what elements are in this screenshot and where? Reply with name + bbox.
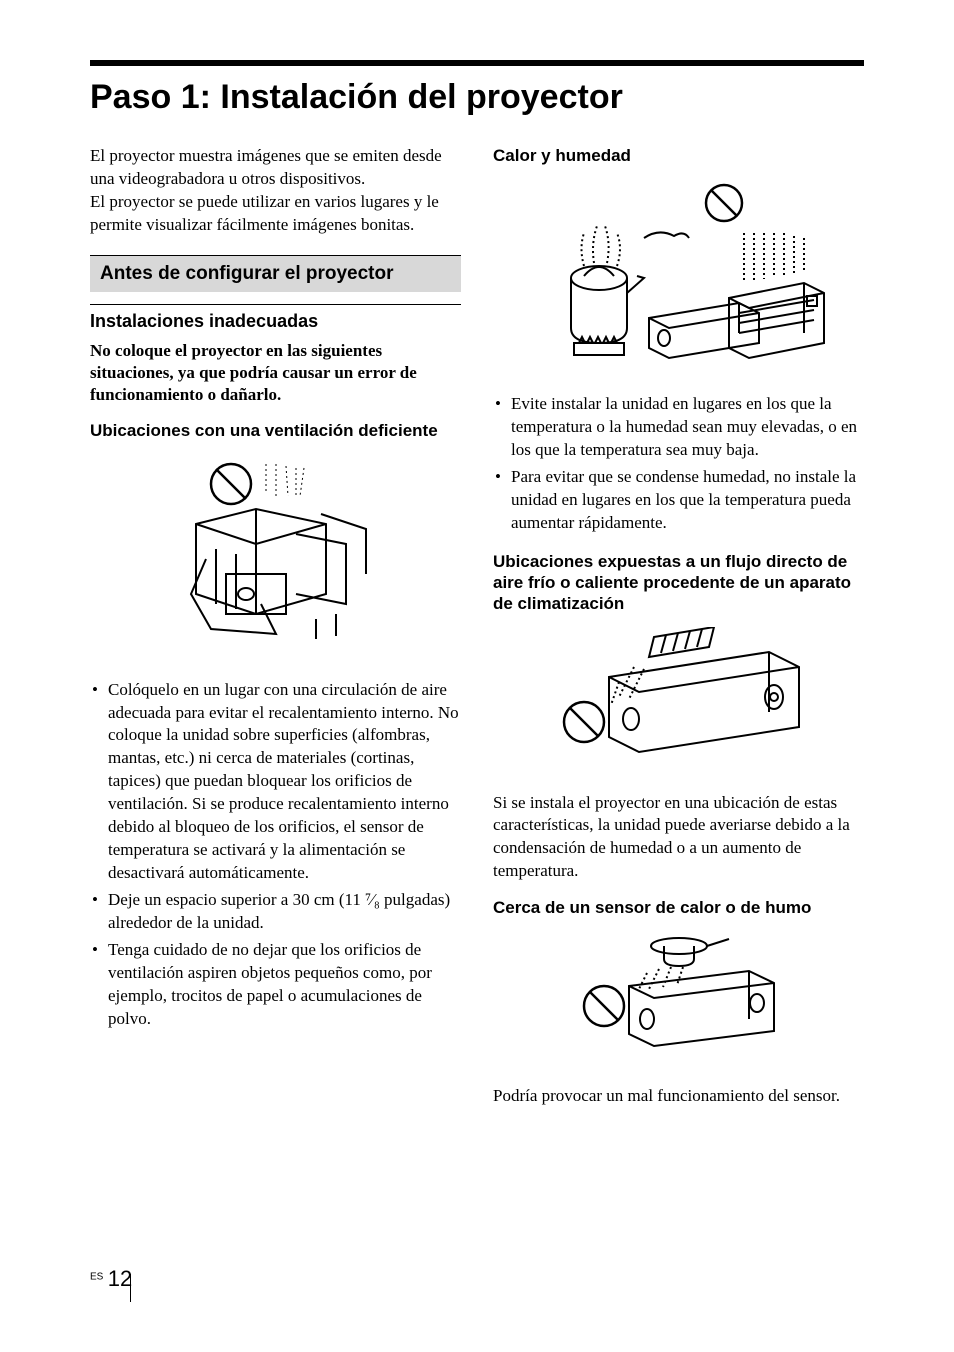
sensor-heading: Cerca de un sensor de calor o de humo <box>493 897 864 918</box>
ventilation-illustration <box>90 454 461 661</box>
left-column: El proyector muestra imágenes que se emi… <box>90 145 461 1122</box>
sensor-paragraph: Podría provocar un mal funcionamiento de… <box>493 1085 864 1108</box>
intro-text: El proyector muestra imágenes que se emi… <box>90 145 461 237</box>
heat-illustration <box>493 178 864 375</box>
list-item: Para evitar que se condense humedad, no … <box>493 466 864 535</box>
ventilation-bullet-list: Colóquelo en un lugar con una circulació… <box>90 679 461 1031</box>
airflow-heading: Ubicaciones expuestas a un flujo directo… <box>493 551 864 615</box>
list-item: Evite instalar la unidad en lugares en l… <box>493 393 864 462</box>
list-item: Deje un espacio superior a 30 cm (11 ⁷⁄₈… <box>90 889 461 935</box>
heat-heading: Calor y humedad <box>493 145 864 166</box>
subheading-installations: Instalaciones inadecuadas <box>90 311 461 333</box>
ventilation-heading: Ubicaciones con una ventilación deficien… <box>90 420 461 441</box>
sensor-illustration <box>493 931 864 1068</box>
list-item: Tenga cuidado de no dejar que los orific… <box>90 939 461 1031</box>
section-header: Antes de configurar el proyector <box>90 255 461 292</box>
list-item: Colóquelo en un lugar con una circulació… <box>90 679 461 885</box>
airflow-illustration <box>493 627 864 774</box>
page-number: 12 <box>108 1266 132 1291</box>
page-title: Paso 1: Instalación del proyector <box>90 78 864 117</box>
page-lang: ES <box>90 1272 103 1283</box>
warning-text: No coloque el proyector en las siguiente… <box>90 340 461 406</box>
airflow-paragraph: Si se instala el proyector en una ubicac… <box>493 792 864 884</box>
page-footer: ES 12 <box>90 1266 132 1292</box>
right-column: Calor y humedad <box>493 145 864 1122</box>
heat-bullet-list: Evite instalar la unidad en lugares en l… <box>493 393 864 535</box>
